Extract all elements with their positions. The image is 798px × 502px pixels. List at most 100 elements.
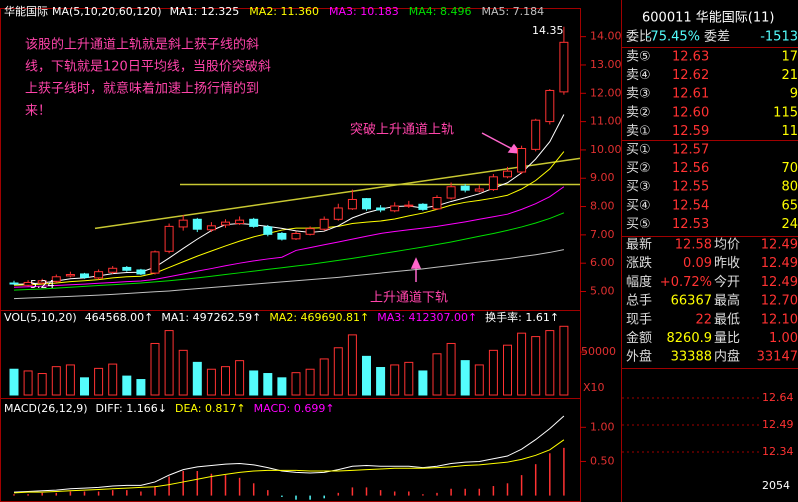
candle-body: [291, 232, 301, 240]
candle-body: [235, 219, 245, 225]
y-tick-label: 5.00: [590, 285, 615, 298]
stat-value: 0.09: [683, 256, 712, 271]
stat-value: 12.58: [675, 238, 712, 253]
stat-label: 最高: [714, 293, 740, 309]
volume-bar: [305, 368, 315, 396]
header-text: MA3: 10.183: [329, 5, 399, 18]
ma-line: [13, 114, 565, 285]
volume-bar: [319, 358, 329, 396]
volume-bar: [432, 353, 442, 396]
volume-bar: [136, 379, 146, 396]
candle-body: [51, 276, 61, 282]
quote-value: -75.45%: [646, 30, 700, 45]
y-tick-label: 13.00: [590, 58, 622, 71]
book-label: 买②: [626, 161, 651, 176]
candle-body: [517, 148, 527, 173]
book-label: 卖②: [626, 105, 651, 120]
mini-chart-grid: [622, 397, 760, 453]
candle-body: [319, 218, 329, 230]
volume-bar: [390, 364, 400, 396]
volume-bar: [291, 372, 301, 396]
macd-line: [13, 415, 565, 493]
volume-bar: [164, 330, 174, 396]
stat-label: 昨收: [714, 256, 740, 271]
header-text: 华能国际: [4, 4, 48, 18]
annotation: 上获子线时，就意味着加速上扬行情的到: [25, 81, 259, 97]
y-tick-label: 0.50: [590, 454, 615, 467]
candle-body: [150, 251, 160, 274]
candle-body: [65, 274, 75, 277]
book-price: 12.62: [672, 68, 709, 83]
candle-body: [559, 41, 569, 93]
annotation: 上升通道下轨: [370, 291, 448, 306]
ma-line: [13, 212, 565, 291]
book-price: 12.60: [672, 105, 709, 120]
volume-bar: [51, 366, 61, 396]
volume-bar: [503, 344, 512, 396]
candle-body: [23, 281, 33, 286]
y-tick-label: 9.00: [590, 171, 615, 184]
annotation: 突破上升通道上轨: [350, 122, 454, 138]
candle-body: [418, 203, 428, 210]
volume-bar: [333, 347, 343, 396]
candle-body: [192, 218, 202, 230]
stat-label: 最低: [714, 312, 740, 327]
quote-label: 委比: [626, 30, 652, 45]
volume-bar: [277, 377, 287, 396]
header-text: MA5: 7.184: [481, 5, 544, 18]
stat-label: 最新: [626, 237, 652, 253]
volume-bar: [531, 336, 541, 396]
candle-body: [488, 176, 498, 191]
y-tick-label: 10.00: [590, 143, 622, 156]
stat-value: 12.49: [761, 238, 798, 253]
y-tick-label: 8.00: [590, 200, 615, 213]
volume-bar: [460, 360, 470, 396]
ma-line: [13, 186, 565, 288]
volume-bar: [108, 363, 118, 396]
annotation: 线，下轨就是120日平均线，当股价突破斜: [25, 59, 271, 75]
volume-bar: [221, 366, 230, 396]
volume-bar: [9, 368, 19, 396]
stat-value: 33388: [671, 350, 712, 365]
candle-body: [333, 207, 343, 220]
candle-body: [390, 205, 400, 212]
volume-bar: [559, 325, 569, 396]
stat-label: 外盘: [626, 349, 652, 365]
y-tick-label: 14.00: [590, 30, 622, 43]
volume-bar: [94, 367, 104, 396]
quote-value: -1513: [760, 30, 798, 45]
book-price: 12.61: [672, 87, 709, 102]
stat-value: 22: [695, 312, 712, 327]
book-price: 12.56: [672, 161, 709, 176]
stat-value: 8260.9: [667, 331, 713, 346]
stat-label: 涨跌: [626, 255, 652, 271]
quote-label: 委差: [704, 30, 730, 45]
book-price: 12.59: [672, 124, 709, 139]
candle-body: [347, 198, 357, 210]
candle-body: [545, 89, 555, 123]
stat-label: 总手: [626, 294, 652, 309]
candle-body: [122, 266, 132, 271]
volume-bar: [80, 377, 89, 396]
book-volume: 11: [781, 124, 798, 139]
volume-bar: [474, 364, 484, 396]
header-text: MA2: 469690.81↑: [269, 311, 369, 324]
trend-line: [94, 157, 581, 230]
stat-label: 金额: [626, 330, 652, 346]
mini-tick-label: 12.49: [762, 418, 794, 431]
candle-body: [474, 188, 484, 192]
book-price: 12.55: [672, 180, 709, 195]
candle-body: [37, 280, 47, 284]
candle-body: [376, 207, 386, 211]
volume-bar: [206, 368, 216, 396]
annotation: 14.35: [532, 24, 564, 37]
stat-value: 12.49: [761, 256, 798, 271]
stat-label: 现手: [626, 312, 652, 327]
header-text: MA1: 497262.59↑: [161, 311, 261, 324]
volume-bar: [347, 334, 357, 396]
y-tick-label: 6.00: [590, 256, 615, 269]
header-text: 换手率: 1.61↑: [485, 310, 559, 324]
volume-bar: [418, 370, 428, 396]
book-volume: 21: [781, 68, 798, 83]
volume-bar: [65, 364, 75, 396]
